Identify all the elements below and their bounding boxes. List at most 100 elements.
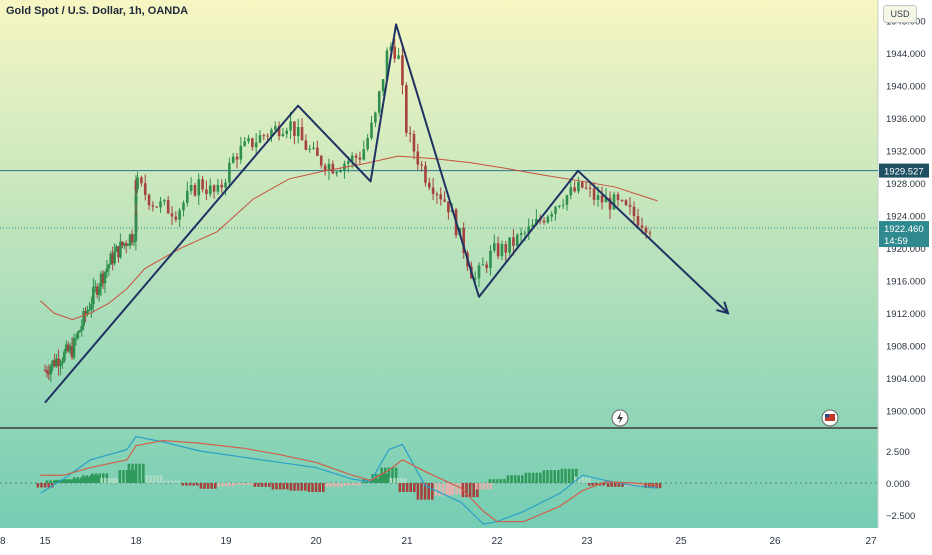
candle xyxy=(477,262,481,288)
candle xyxy=(178,207,181,227)
macd-histogram-bar xyxy=(196,483,199,486)
candle xyxy=(304,134,308,151)
candle xyxy=(119,233,122,259)
candle-body xyxy=(208,185,212,195)
candle xyxy=(427,177,431,190)
macd-histogram-bar xyxy=(275,483,278,490)
candles xyxy=(43,38,652,382)
macd-histogram-bar xyxy=(107,477,111,483)
currency-button[interactable]: USD xyxy=(883,5,917,23)
flag-icon-stripes xyxy=(825,414,835,421)
candle xyxy=(43,364,47,372)
candle xyxy=(335,170,339,177)
candle xyxy=(515,232,519,250)
moving-average-line xyxy=(40,155,658,321)
candle-body xyxy=(84,311,87,315)
candle xyxy=(616,191,620,207)
macd-histogram-bar xyxy=(268,483,271,487)
candle xyxy=(155,206,158,208)
flag-icon[interactable] xyxy=(821,409,839,427)
macd-histogram-bar xyxy=(644,483,647,489)
candle xyxy=(435,191,439,204)
macd-histogram-bar xyxy=(517,475,520,483)
arrow-head xyxy=(716,301,730,315)
candle-body xyxy=(61,361,64,364)
macd-histogram-bar xyxy=(614,483,617,487)
candle-body xyxy=(49,366,53,375)
macd-histogram-bar xyxy=(156,475,159,483)
candle xyxy=(182,200,185,217)
candle xyxy=(57,349,60,376)
macd-histogram-bar xyxy=(145,475,149,483)
candle xyxy=(381,79,385,96)
macd-histogram-bar xyxy=(105,473,109,483)
candle xyxy=(66,341,70,353)
candle-body xyxy=(496,243,500,257)
candle xyxy=(577,176,580,194)
macd-histogram-bar xyxy=(314,483,318,492)
candle xyxy=(212,184,216,199)
candle xyxy=(323,162,327,176)
macd-histogram-bar xyxy=(264,483,267,487)
macd-histogram-bar xyxy=(581,476,584,483)
macd-histogram-bar xyxy=(253,483,257,487)
macd-histogram-bar xyxy=(85,475,89,483)
candle xyxy=(247,134,250,144)
lightning-icon[interactable] xyxy=(611,409,629,427)
candle-body xyxy=(186,190,189,203)
price-axis-label: 1912.000 xyxy=(886,309,926,320)
candle xyxy=(554,205,557,221)
candle xyxy=(293,121,296,145)
candle-body xyxy=(296,127,300,137)
candle-body xyxy=(216,184,220,192)
candle-body xyxy=(239,145,243,160)
candle xyxy=(109,251,113,265)
candle xyxy=(51,359,55,372)
candle xyxy=(354,153,358,166)
candle xyxy=(122,242,126,249)
candle xyxy=(235,152,239,169)
candle xyxy=(254,133,258,156)
candle xyxy=(481,257,485,266)
macd-line xyxy=(40,436,658,525)
candle-body xyxy=(205,189,208,195)
candle-body xyxy=(439,194,443,200)
candle-body xyxy=(554,206,557,214)
macd-histogram-bar xyxy=(83,477,87,483)
macd-histogram-bar xyxy=(296,483,300,491)
candle-body xyxy=(66,344,70,352)
price-axis-label: 1924.000 xyxy=(886,212,926,223)
candle xyxy=(126,243,130,247)
candle xyxy=(134,180,138,192)
candle-body xyxy=(531,224,534,227)
macd-histogram-bar xyxy=(325,483,329,487)
macd-histogram-bar xyxy=(632,483,636,487)
candle xyxy=(439,187,443,206)
candle-body xyxy=(220,184,224,188)
countdown-tag-text: 14:59 xyxy=(884,236,908,247)
candle-body xyxy=(385,50,389,80)
candle-body xyxy=(273,126,277,130)
candle xyxy=(447,201,450,220)
candle-body xyxy=(117,246,120,258)
macd-histogram-bar xyxy=(423,483,427,500)
time-axis-label: 26 xyxy=(769,536,781,547)
macd-histogram-bar xyxy=(472,483,475,498)
price-axis-label: 1932.000 xyxy=(886,146,926,157)
candle xyxy=(63,348,66,363)
candle xyxy=(68,342,72,355)
candle xyxy=(105,259,109,278)
candle xyxy=(362,140,366,161)
macd-histogram-bar xyxy=(311,483,314,492)
macd-histogram-bar xyxy=(482,483,485,490)
candle-body xyxy=(354,155,358,158)
candle xyxy=(604,188,608,203)
macd-histogram-bar xyxy=(80,477,83,483)
macd-histogram-bar xyxy=(621,483,624,487)
candle-body xyxy=(134,188,138,190)
macd-histogram-bar xyxy=(257,483,260,487)
candle xyxy=(281,127,285,137)
candle-body xyxy=(632,206,636,217)
candle-body xyxy=(70,346,74,358)
macd-histogram-bar xyxy=(648,483,651,489)
